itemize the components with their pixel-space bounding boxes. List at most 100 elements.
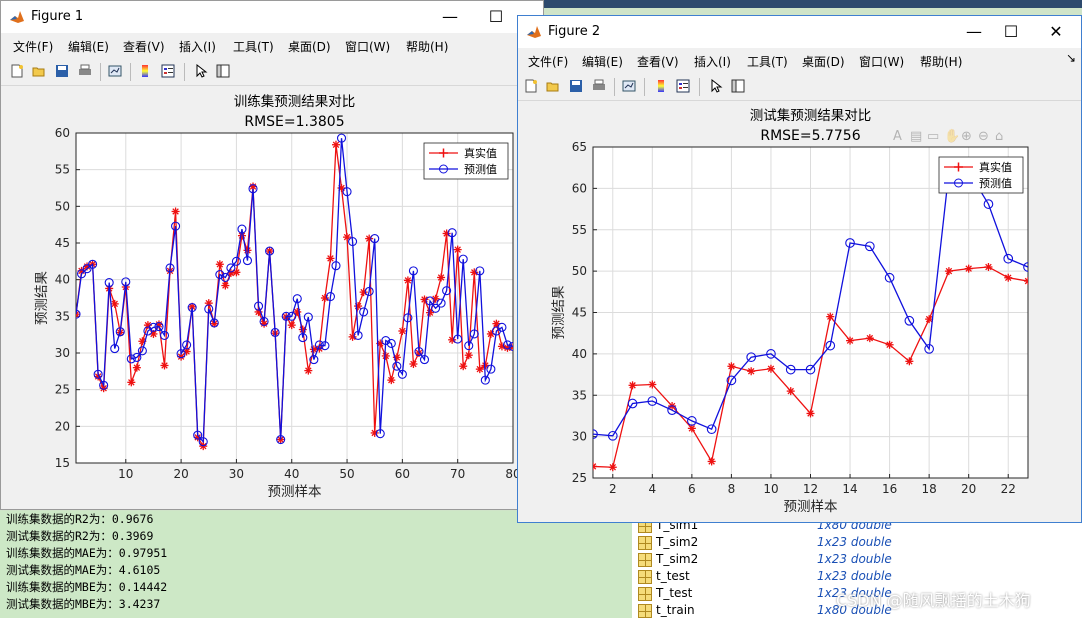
menu-window[interactable]: 窗口(W) [859,55,905,69]
true-point [865,334,874,343]
x-tick-label: 10 [118,467,133,481]
menu-file[interactable]: 文件(F) [528,55,569,69]
menu-insert[interactable]: 插入(I) [179,40,216,54]
dock-arrow-icon[interactable]: ↘ [1066,51,1077,65]
command-window[interactable]: 训练集数据的R2为：0.9676 测试集数据的R2为：0.3969 训练集数据的MA… [0,511,632,618]
true-point [326,254,335,263]
pointer-icon[interactable] [194,64,208,78]
true-point [459,362,468,371]
train-comparison-chart[interactable]: 10 20 30 40 50 60 70 80 15 20 25 30 35 40 45 50 55 60 训练集预… [1,85,543,509]
true-point [727,362,736,371]
menu-tools[interactable]: 工具(T) [747,55,788,69]
true-point [171,207,180,216]
predicted-point [88,259,98,269]
menu-help[interactable]: 帮助(H) [406,40,449,54]
predicted-point [292,294,302,304]
legend-icon[interactable] [676,79,690,93]
new-figure-icon[interactable] [524,79,538,93]
figure-2-titlebar[interactable]: Figure 2 — ☐ ✕ [518,16,1081,48]
predicted-point [408,266,418,276]
true-point [1024,277,1028,286]
workspace-variable-row[interactable]: T_sim2 1x23 double [632,534,1082,551]
print-icon[interactable] [592,79,606,93]
figure-1-titlebar[interactable]: Figure 1 — ☐ [1,1,543,33]
menu-edit[interactable]: 编辑(E) [68,40,109,54]
workspace-variable-row[interactable]: T_sim2 1x23 double [632,551,1082,568]
menu-view[interactable]: 查看(V) [637,55,679,69]
workspace-variable-row[interactable]: t_test 1x23 double [632,568,1082,585]
menu-insert[interactable]: 插入(I) [694,55,731,69]
true-point [132,363,141,372]
chart-title: 测试集预测结果对比 [750,108,872,124]
test-comparison-chart[interactable]: 2 4 6 8 10 12 14 16 18 20 22 25 30 35 40 45 50 55 60 65 测试集预… [518,100,1081,522]
figure-2-window[interactable]: Figure 2 — ☐ ✕ 文件(F) 编辑(E) 查看(V) 插入(I) 工… [517,15,1082,523]
colorbar-icon[interactable] [138,64,152,78]
console-line: 测试集数据的MBE为：3.4237 [6,597,161,611]
predicted-point [1023,262,1028,272]
save-icon[interactable] [55,64,69,78]
legend-icon[interactable] [161,64,175,78]
figure-1-window[interactable]: Figure 1 — ☐ 文件(F) 编辑(E) 查看(V) 插入(I) 工具(… [0,0,544,510]
minimize-button[interactable]: — [966,22,982,41]
axes-toolbar-icon: ▭ [927,129,939,144]
property-inspector-icon[interactable] [216,64,230,78]
property-inspector-icon[interactable] [731,79,745,93]
open-file-icon[interactable] [546,79,560,93]
true-point [885,340,894,349]
true-point [628,381,637,390]
maximize-button[interactable]: ☐ [488,7,504,26]
predicted-point [198,437,208,447]
true-point [76,310,80,319]
y-tick-label: 40 [55,273,70,287]
true-point [964,264,973,273]
axes-toolbar-icon: ▤ [910,129,922,144]
matrix-variable-icon [638,553,652,567]
open-file-icon[interactable] [32,64,46,78]
true-point [905,357,914,366]
menu-help[interactable]: 帮助(H) [920,55,963,69]
y-tick-label: 25 [55,383,70,397]
true-point [127,378,136,387]
x-tick-label: 30 [229,467,244,481]
print-icon[interactable] [78,64,92,78]
menu-desktop[interactable]: 桌面(D) [288,40,331,54]
new-figure-icon[interactable] [10,64,24,78]
matlab-logo-icon [9,9,25,25]
predicted-point [253,301,264,311]
predicted-point [458,254,468,264]
y-tick-label: 40 [572,347,587,361]
predicted-point [627,398,638,409]
menu-desktop[interactable]: 桌面(D) [802,55,845,69]
link-plot-icon[interactable] [108,64,122,78]
menu-edit[interactable]: 编辑(E) [582,55,623,69]
link-plot-icon[interactable] [622,79,636,93]
variable-name: t_test [656,569,690,583]
matrix-variable-icon [638,536,652,550]
predicted-point [381,335,391,346]
menu-file[interactable]: 文件(F) [13,40,54,54]
legend-box [938,156,1024,194]
workspace-variable-row[interactable]: T_test 1x23 double [632,585,1082,602]
predicted-point [419,355,430,365]
menu-window[interactable]: 窗口(W) [345,40,391,54]
x-tick-label: 50 [339,467,354,481]
predicted-point [298,333,308,343]
menu-view[interactable]: 查看(V) [123,40,165,54]
workspace-variable-row[interactable]: t_train 1x80 double [632,602,1082,618]
predicted-point [436,298,446,308]
minimize-button[interactable]: — [442,7,458,26]
predicted-point [237,224,247,234]
true-point [786,387,795,396]
true-point [409,360,418,368]
save-icon[interactable] [569,79,583,93]
predicted-point [336,133,347,143]
y-tick-label: 55 [55,163,70,177]
pointer-icon[interactable] [709,79,723,93]
colorbar-icon[interactable] [654,79,668,93]
true-point [437,273,446,282]
close-button[interactable]: ✕ [1049,22,1063,41]
menu-tools[interactable]: 工具(T) [233,40,274,54]
console-line: 训练集数据的R2为：0.9676 [6,512,154,526]
maximize-button[interactable]: ☐ [1003,22,1019,41]
